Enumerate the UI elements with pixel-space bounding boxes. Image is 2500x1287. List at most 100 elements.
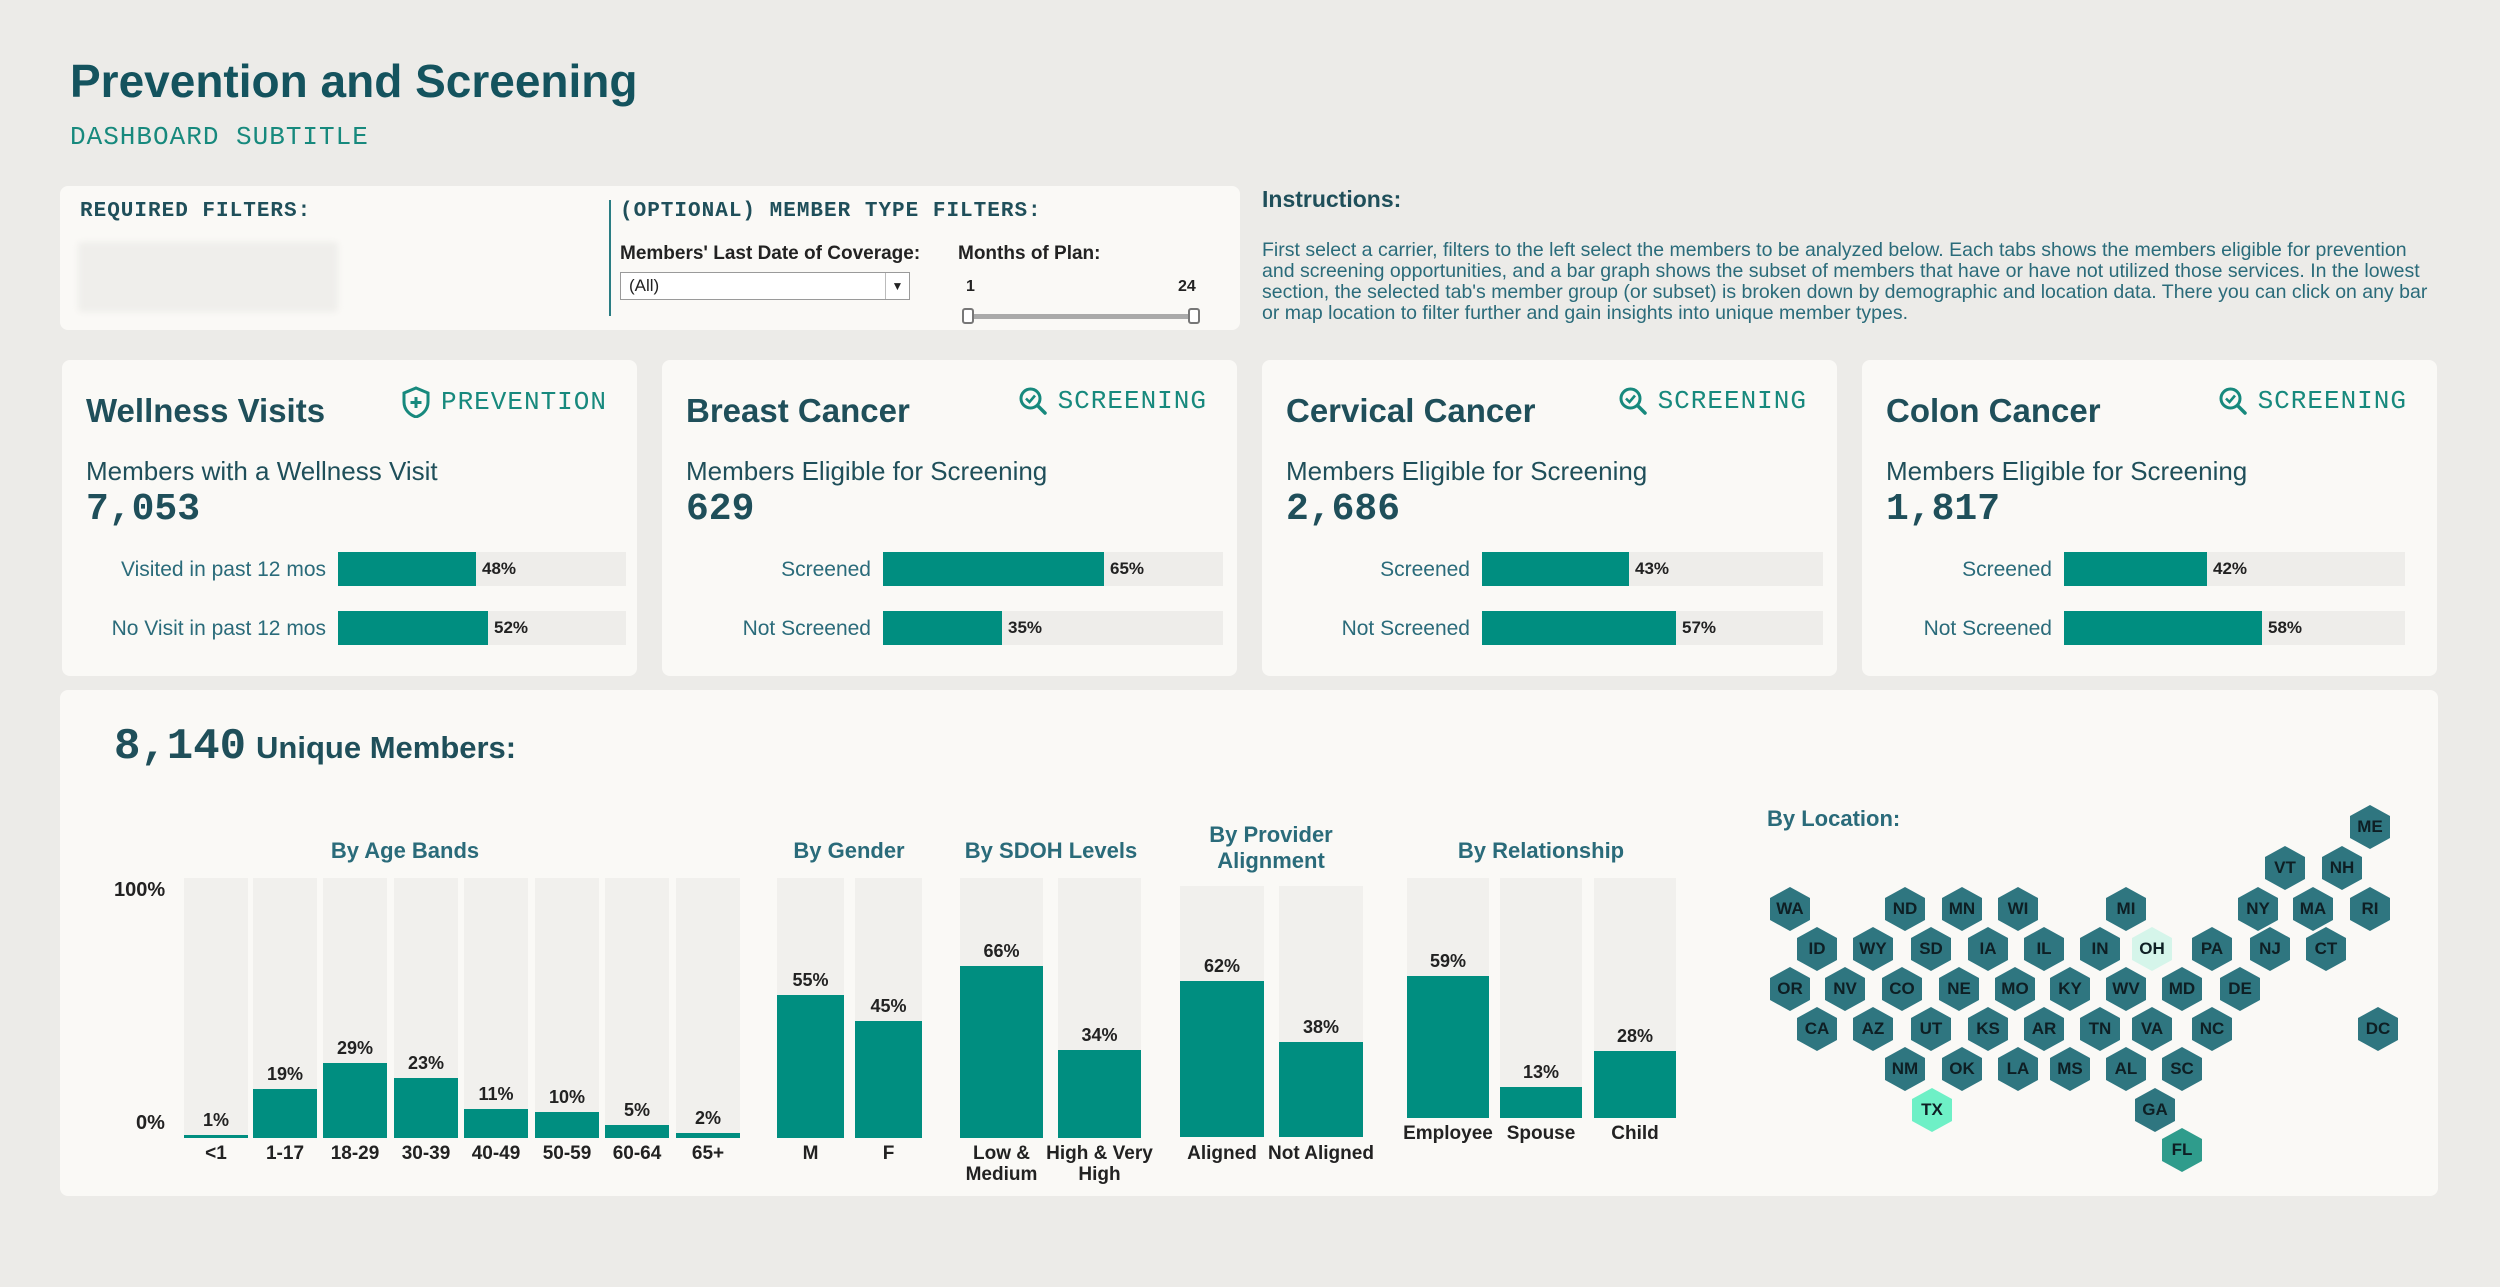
chart-bar[interactable] xyxy=(777,995,844,1138)
chart-bar-track[interactable]: 2% xyxy=(676,878,740,1138)
card-tag: PREVENTION xyxy=(401,386,607,418)
card-bar-fill[interactable] xyxy=(1482,611,1676,645)
card-bar-fill[interactable] xyxy=(1482,552,1629,586)
card-bar-track[interactable]: 48% xyxy=(338,552,626,586)
card-bar-track[interactable]: 43% xyxy=(1482,552,1823,586)
kpi-card-cervical-cancer[interactable]: Cervical Cancer SCREENING Members Eligib… xyxy=(1262,360,1837,676)
state-hex-ky[interactable]: KY xyxy=(2050,967,2090,1011)
state-hex-ri[interactable]: RI xyxy=(2350,887,2390,931)
chart-bar-track[interactable]: 11% xyxy=(464,878,528,1138)
state-hex-pa[interactable]: PA xyxy=(2192,927,2232,971)
chart-bar-track[interactable]: 23% xyxy=(394,878,458,1138)
card-bar-fill[interactable] xyxy=(883,611,1002,645)
kpi-card-wellness-visits[interactable]: Wellness Visits PREVENTION Members with … xyxy=(62,360,637,676)
chart-category-label: Child xyxy=(1611,1123,1659,1144)
card-bar-fill[interactable] xyxy=(883,552,1104,586)
chart-bar[interactable] xyxy=(855,1021,922,1138)
chart-bar-track[interactable]: 59% xyxy=(1407,878,1489,1118)
chart-bar-value: 29% xyxy=(336,1038,374,1058)
card-subtitle: Members Eligible for Screening xyxy=(1286,456,1648,486)
months-slider-handle-max[interactable] xyxy=(1188,308,1200,324)
card-bar-track[interactable]: 35% xyxy=(883,611,1223,645)
chart-category-label: Spouse xyxy=(1506,1123,1576,1144)
chart-bar[interactable] xyxy=(464,1109,528,1138)
kpi-card-colon-cancer[interactable]: Colon Cancer SCREENING Members Eligible … xyxy=(1862,360,2437,676)
kpi-card-breast-cancer[interactable]: Breast Cancer SCREENING Members Eligible… xyxy=(662,360,1237,676)
state-hex-tn[interactable]: TN xyxy=(2080,1007,2120,1051)
months-slider-track[interactable] xyxy=(968,314,1196,319)
chart-bar[interactable] xyxy=(1500,1087,1582,1118)
card-bar-fill[interactable] xyxy=(2064,552,2207,586)
chart-bar-track[interactable]: 28% xyxy=(1594,878,1676,1118)
state-hex-oh[interactable]: OH xyxy=(2132,927,2172,971)
chart-bar-track[interactable]: 13% xyxy=(1500,878,1582,1118)
state-hex-al[interactable]: AL xyxy=(2106,1047,2146,1091)
state-hex-nh[interactable]: NH xyxy=(2322,846,2362,890)
search-check-icon xyxy=(2218,386,2248,416)
chart-bar-track[interactable]: 38% xyxy=(1279,886,1363,1137)
chart-bar-track[interactable]: 1% xyxy=(184,878,248,1138)
chart-bar[interactable] xyxy=(535,1112,599,1138)
chart-bar-track[interactable]: 62% xyxy=(1180,886,1264,1137)
card-bar-track[interactable]: 52% xyxy=(338,611,626,645)
chart-bar[interactable] xyxy=(1279,1042,1363,1137)
chart-bar-track[interactable]: 19% xyxy=(253,878,317,1138)
state-hex-de[interactable]: DE xyxy=(2220,967,2260,1011)
card-bar-track[interactable]: 42% xyxy=(2064,552,2405,586)
chart-bar[interactable] xyxy=(394,1078,458,1138)
state-hex-wv[interactable]: WV xyxy=(2106,967,2146,1011)
chart-bar-track[interactable]: 45% xyxy=(855,878,922,1138)
state-hex-dc[interactable]: DC xyxy=(2358,1007,2398,1051)
coverage-dropdown[interactable]: (All) ▼ xyxy=(620,272,910,300)
state-hex-nm[interactable]: NM xyxy=(1885,1047,1925,1091)
card-bar-track[interactable]: 57% xyxy=(1482,611,1823,645)
chart-bar[interactable] xyxy=(605,1125,669,1138)
card-count: 1,817 xyxy=(1886,488,2001,531)
chart-bar[interactable] xyxy=(1594,1051,1676,1118)
card-row-label: Screened xyxy=(781,558,871,581)
state-hex-md[interactable]: MD xyxy=(2162,967,2202,1011)
card-bar-track[interactable]: 58% xyxy=(2064,611,2405,645)
card-row-label: Not Screened xyxy=(1923,617,2052,640)
card-bar-fill[interactable] xyxy=(338,552,476,586)
chart-bar[interactable] xyxy=(1407,976,1489,1118)
card-bar-fill[interactable] xyxy=(2064,611,2262,645)
state-hex-me[interactable]: ME xyxy=(2350,805,2390,849)
state-hex-mi[interactable]: MI xyxy=(2106,887,2146,931)
state-hex-sc[interactable]: SC xyxy=(2162,1047,2202,1091)
card-bar-fill[interactable] xyxy=(338,611,488,645)
chart-bar[interactable] xyxy=(184,1135,248,1138)
card-bar-track[interactable]: 65% xyxy=(883,552,1223,586)
instructions-heading: Instructions: xyxy=(1262,186,1402,212)
state-hex-ct[interactable]: CT xyxy=(2306,927,2346,971)
carrier-filter-blurred[interactable] xyxy=(78,242,338,312)
chart-bar-track[interactable]: 5% xyxy=(605,878,669,1138)
state-hex-in[interactable]: IN xyxy=(2080,927,2120,971)
state-hex-ms[interactable]: MS xyxy=(2050,1047,2090,1091)
chart-bar[interactable] xyxy=(676,1133,740,1138)
state-hex-ma[interactable]: MA xyxy=(2293,887,2333,931)
state-hex-ok[interactable]: OK xyxy=(1942,1047,1982,1091)
chart-bar[interactable] xyxy=(1058,1050,1141,1138)
chart-bar-track[interactable]: 66% xyxy=(960,878,1043,1138)
chart-bar-track[interactable]: 55% xyxy=(777,878,844,1138)
state-hex-fl[interactable]: FL xyxy=(2162,1128,2202,1172)
state-hex-tx[interactable]: TX xyxy=(1912,1088,1952,1132)
chart-bar[interactable] xyxy=(323,1063,387,1138)
chart-bar[interactable] xyxy=(253,1089,317,1138)
chart-bar[interactable] xyxy=(1180,981,1264,1137)
chart-bar-track[interactable]: 34% xyxy=(1058,878,1141,1138)
state-hex-la[interactable]: LA xyxy=(1998,1047,2038,1091)
state-hex-va[interactable]: VA xyxy=(2132,1007,2172,1051)
state-hex-ny[interactable]: NY xyxy=(2238,887,2278,931)
chart-bar-track[interactable]: 29% xyxy=(323,878,387,1138)
card-title: Cervical Cancer xyxy=(1286,392,1536,429)
state-hex-ar[interactable]: AR xyxy=(2024,1007,2064,1051)
state-hex-nc[interactable]: NC xyxy=(2192,1007,2232,1051)
state-hex-vt[interactable]: VT xyxy=(2265,846,2305,890)
state-hex-ga[interactable]: GA xyxy=(2135,1088,2175,1132)
months-slider-handle-min[interactable] xyxy=(962,308,974,324)
chart-bar[interactable] xyxy=(960,966,1043,1138)
chart-bar-track[interactable]: 10% xyxy=(535,878,599,1138)
state-hex-nj[interactable]: NJ xyxy=(2250,927,2290,971)
